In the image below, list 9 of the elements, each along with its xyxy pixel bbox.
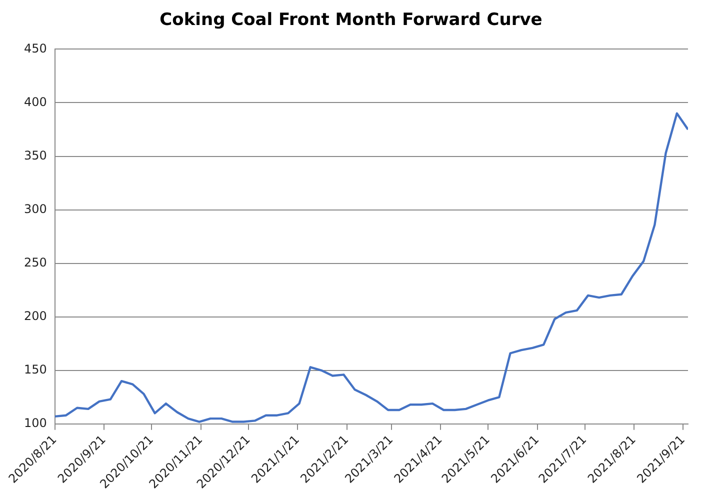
y-tick-label: 400: [24, 94, 47, 109]
y-tick-label: 450: [24, 41, 47, 56]
y-tick-label: 200: [24, 308, 47, 323]
y-tick-label: 350: [24, 148, 47, 162]
y-tick-label: 250: [24, 255, 47, 270]
y-tick-label: 150: [24, 362, 47, 377]
chart-title: Coking Coal Front Month Forward Curve: [158, 10, 544, 32]
y-tick-label: 300: [24, 202, 47, 216]
y-tick-label: 100: [24, 416, 47, 430]
